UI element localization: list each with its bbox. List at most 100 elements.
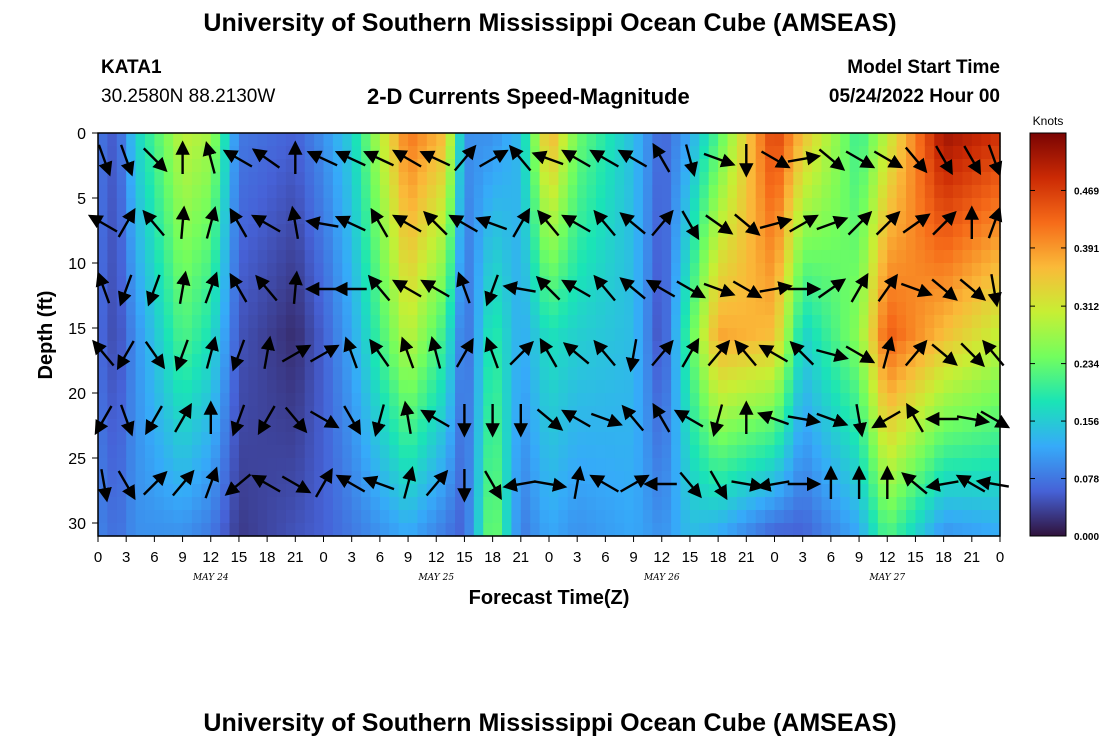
heatmap-cell [135, 458, 146, 472]
heatmap-cell [849, 159, 860, 173]
heatmap-cell [736, 510, 747, 524]
heatmap-cell [502, 224, 513, 238]
heatmap-cell [765, 523, 776, 537]
heatmap-cell [248, 380, 259, 394]
heatmap-cell [182, 497, 193, 511]
heatmap-cell [765, 172, 776, 186]
heatmap-cell [990, 185, 1001, 199]
heatmap-cell [135, 328, 146, 342]
heatmap-cell [426, 458, 437, 472]
heatmap-cell [182, 302, 193, 316]
heatmap-cell [990, 198, 1001, 212]
heatmap-cell [248, 302, 259, 316]
heatmap-cell [473, 484, 484, 498]
heatmap-cell [906, 497, 917, 511]
heatmap-cell [483, 250, 494, 264]
heatmap-cell [398, 198, 409, 212]
heatmap-cell [191, 315, 202, 329]
heatmap-cell [906, 328, 917, 342]
heatmap-cell [304, 419, 315, 433]
heatmap-cell [210, 263, 221, 277]
heatmap-cell [671, 497, 682, 511]
heatmap-cell [962, 458, 973, 472]
heatmap-cell [830, 237, 841, 251]
heatmap-cell [267, 510, 278, 524]
heatmap-cell [774, 367, 785, 381]
heatmap-cell [342, 445, 353, 459]
heatmap-cell [191, 211, 202, 225]
current-vector [117, 470, 136, 501]
heatmap-cell [295, 185, 306, 199]
heatmap-cell [135, 263, 146, 277]
heatmap-cell [793, 302, 804, 316]
heatmap-cell [614, 250, 625, 264]
heatmap-cell [614, 458, 625, 472]
heatmap-cell [276, 510, 287, 524]
heatmap-cell [445, 341, 456, 355]
heatmap-cell [511, 133, 522, 147]
heatmap-cell [614, 328, 625, 342]
heatmap-cell [530, 354, 541, 368]
heatmap-cell [539, 367, 550, 381]
heatmap-cell [201, 315, 212, 329]
heatmap-cell [840, 471, 851, 485]
heatmap-cell [821, 432, 832, 446]
heatmap-cell [624, 133, 635, 147]
heatmap-cell [370, 328, 381, 342]
heatmap-cell [304, 510, 315, 524]
heatmap-cell [783, 471, 794, 485]
heatmap-cell [802, 185, 813, 199]
heatmap-cell [577, 211, 588, 225]
heatmap-cell [727, 497, 738, 511]
heatmap-cell [154, 380, 165, 394]
heatmap-cell [520, 198, 531, 212]
heatmap-cell [943, 380, 954, 394]
heatmap-cell [229, 406, 240, 420]
heatmap-cell [614, 510, 625, 524]
heatmap-cell [558, 250, 569, 264]
heatmap-cell [248, 315, 259, 329]
heatmap-cell [257, 510, 268, 524]
heatmap-cell [342, 484, 353, 498]
current-vector [904, 339, 928, 367]
heatmap-cell [163, 185, 174, 199]
colorbar [1029, 132, 1067, 537]
heatmap-cell [605, 198, 616, 212]
heatmap-cell [558, 289, 569, 303]
heatmap-cell [107, 341, 118, 355]
current-vector [561, 409, 591, 428]
heatmap-cell [859, 367, 870, 381]
heatmap-cell [586, 289, 597, 303]
heatmap-cell [971, 445, 982, 459]
heatmap-cell [520, 146, 531, 160]
heatmap-cell [332, 445, 343, 459]
heatmap-cell [558, 445, 569, 459]
heatmap-cell [210, 302, 221, 316]
heatmap-cell [783, 146, 794, 160]
heatmap-cell [304, 432, 315, 446]
heatmap-cell [689, 523, 700, 537]
heatmap-cell [267, 185, 278, 199]
current-vector [508, 144, 532, 172]
heatmap-cell [229, 289, 240, 303]
heatmap-cell [332, 393, 343, 407]
current-vector [900, 282, 933, 298]
heatmap-cell [962, 263, 973, 277]
heatmap-cell [840, 393, 851, 407]
heatmap-cell [699, 432, 710, 446]
heatmap-cell [229, 497, 240, 511]
heatmap-cell [201, 380, 212, 394]
heatmap-cell [859, 445, 870, 459]
heatmap-cell [436, 185, 447, 199]
heatmap-cell [624, 224, 635, 238]
heatmap-cell [812, 302, 823, 316]
heatmap-cell [567, 445, 578, 459]
heatmap-cell [689, 380, 700, 394]
heatmap-cell [868, 445, 879, 459]
heatmap-cell [595, 250, 606, 264]
heatmap-cell [680, 224, 691, 238]
heatmap-cell [680, 198, 691, 212]
heatmap-cell [962, 432, 973, 446]
heatmap-cell [962, 380, 973, 394]
heatmap-cell [924, 133, 935, 147]
